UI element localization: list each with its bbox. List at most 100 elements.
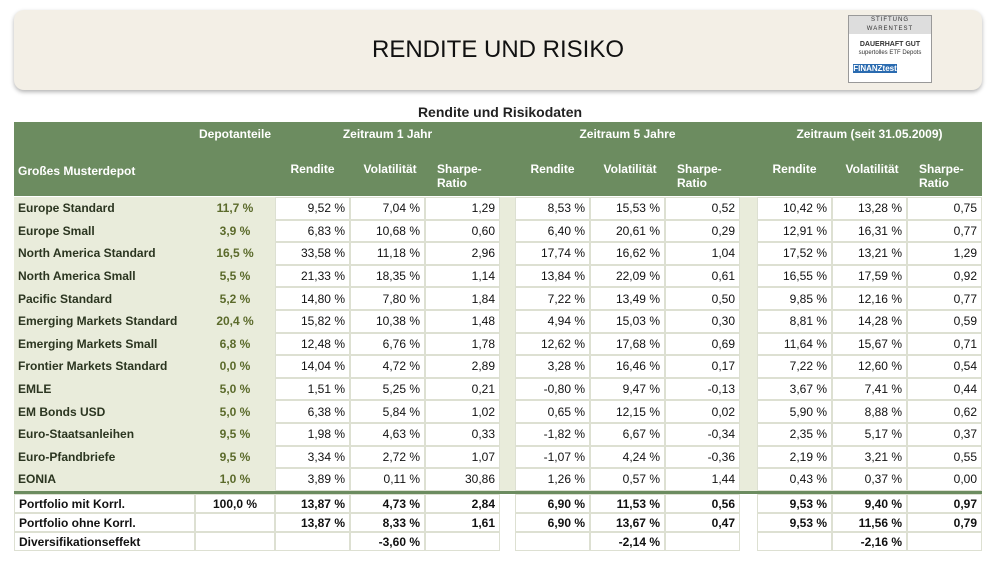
summary-cell: -2,16 %: [832, 532, 907, 551]
value-cell: 15,03 %: [590, 310, 665, 333]
value-cell: 20,61 %: [590, 219, 665, 243]
row-label: Europe Small: [14, 219, 195, 243]
value-cell: 1,02: [425, 400, 500, 423]
value-cell: 1,84: [425, 287, 500, 310]
value-cell: 13,84 %: [515, 264, 590, 288]
value-cell: 22,09 %: [590, 264, 665, 288]
gap: [740, 377, 757, 401]
value-cell: 2,35 %: [757, 423, 832, 446]
value-cell: 0,50: [665, 287, 740, 310]
share-cell: 3,9 %: [195, 219, 275, 243]
column-header: Sharpe-Ratio: [425, 146, 500, 196]
gap: [500, 355, 515, 378]
share-cell: 9,5 %: [195, 445, 275, 469]
gap: [740, 242, 757, 265]
summary-cell: 11,53 %: [590, 494, 665, 513]
value-cell: 8,88 %: [832, 400, 907, 423]
value-cell: 0,33: [425, 423, 500, 446]
row-label: Europe Standard: [14, 197, 195, 220]
gap: [740, 423, 757, 446]
summary-cell: 9,40 %: [832, 494, 907, 513]
value-cell: 16,62 %: [590, 242, 665, 265]
period-header: Zeitraum 1 Jahr: [275, 122, 500, 146]
value-cell: 9,85 %: [757, 287, 832, 310]
value-cell: 0,00: [907, 468, 982, 491]
summary-cell: [195, 532, 275, 551]
value-cell: 6,38 %: [275, 400, 350, 423]
header-cell: [500, 122, 515, 146]
row-label: Emerging Markets Small: [14, 332, 195, 356]
value-cell: 14,28 %: [832, 310, 907, 333]
row-label: EONIA: [14, 468, 195, 491]
corner-header: Großes Musterdepot: [14, 146, 195, 196]
value-cell: -0,13: [665, 377, 740, 401]
value-cell: 0,43 %: [757, 468, 832, 491]
value-cell: 0,29: [665, 219, 740, 243]
summary-cell: [425, 532, 500, 551]
value-cell: 7,04 %: [350, 197, 425, 220]
header-cell: [740, 122, 757, 146]
value-cell: 6,40 %: [515, 219, 590, 243]
row-label: Euro-Pfandbriefe: [14, 445, 195, 469]
summary-cell: 0,47: [665, 513, 740, 532]
value-cell: 0,54: [907, 355, 982, 378]
value-cell: 0,11 %: [350, 468, 425, 491]
period-header: Zeitraum (seit 31.05.2009): [757, 122, 982, 146]
value-cell: 12,16 %: [832, 287, 907, 310]
summary-cell: [275, 532, 350, 551]
summary-cell: [515, 532, 590, 551]
value-cell: 11,18 %: [350, 242, 425, 265]
summary-cell: 8,33 %: [350, 513, 425, 532]
gap: [500, 377, 515, 401]
value-cell: 0,57 %: [590, 468, 665, 491]
value-cell: 10,38 %: [350, 310, 425, 333]
badge-org: STIFTUNG WARENTEST: [849, 16, 931, 34]
value-cell: 0,65 %: [515, 400, 590, 423]
value-cell: 1,29: [425, 197, 500, 220]
summary-cell: [195, 513, 275, 532]
gap: [740, 310, 757, 333]
value-cell: 17,68 %: [590, 332, 665, 356]
value-cell: 13,49 %: [590, 287, 665, 310]
value-cell: 0,75: [907, 197, 982, 220]
value-cell: 1,98 %: [275, 423, 350, 446]
summary-cell: -3,60 %: [350, 532, 425, 551]
value-cell: 0,59: [907, 310, 982, 333]
share-cell: 5,2 %: [195, 287, 275, 310]
value-cell: 5,25 %: [350, 377, 425, 401]
row-label: EM Bonds USD: [14, 400, 195, 423]
badge-rating: DAUERHAFT GUT: [859, 41, 921, 48]
row-label: EMLE: [14, 377, 195, 401]
value-cell: 0,30: [665, 310, 740, 333]
summary-cell: 13,67 %: [590, 513, 665, 532]
row-label: Pacific Standard: [14, 287, 195, 310]
gap: [740, 332, 757, 356]
value-cell: 2,72 %: [350, 445, 425, 469]
value-cell: 16,55 %: [757, 264, 832, 288]
gap: [740, 197, 757, 220]
value-cell: 16,46 %: [590, 355, 665, 378]
value-cell: 10,68 %: [350, 219, 425, 243]
value-cell: 12,48 %: [275, 332, 350, 356]
share-cell: 6,8 %: [195, 332, 275, 356]
value-cell: 8,53 %: [515, 197, 590, 220]
summary-cell: 6,90 %: [515, 513, 590, 532]
column-header: Rendite: [757, 146, 832, 196]
share-cell: 5,5 %: [195, 264, 275, 288]
value-cell: 12,91 %: [757, 219, 832, 243]
badge-subject: supertolles ETF Depots: [858, 50, 922, 56]
value-cell: 14,04 %: [275, 355, 350, 378]
column-header: Volatilität: [590, 146, 665, 196]
gap: [500, 264, 515, 288]
share-cell: 16,5 %: [195, 242, 275, 265]
value-cell: 1,07: [425, 445, 500, 469]
value-cell: 7,80 %: [350, 287, 425, 310]
value-cell: 0,69: [665, 332, 740, 356]
value-cell: -0,36: [665, 445, 740, 469]
value-cell: 0,21: [425, 377, 500, 401]
value-cell: 0,71: [907, 332, 982, 356]
value-cell: 16,31 %: [832, 219, 907, 243]
badge: STIFTUNG WARENTEST DAUERHAFT GUT superto…: [848, 15, 932, 83]
gap: [500, 219, 515, 243]
gap: [500, 423, 515, 446]
